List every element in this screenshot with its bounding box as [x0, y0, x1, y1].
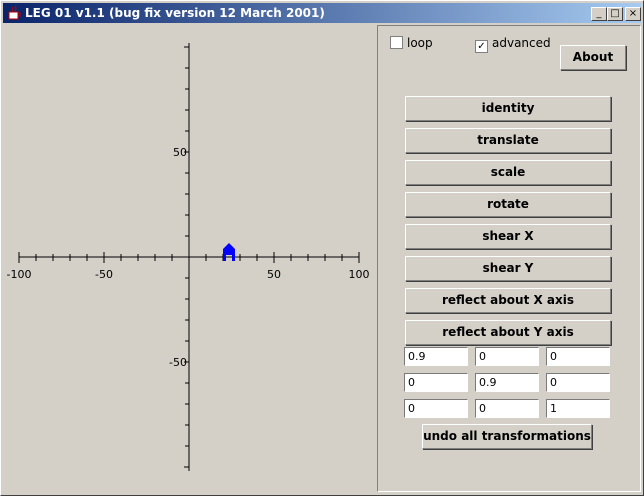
- x-tick-label: -100: [7, 268, 32, 281]
- title-bar[interactable]: LEG 01 v1.1 (bug fix version 12 March 20…: [3, 3, 641, 23]
- undo-all-button[interactable]: undo all transformations: [422, 424, 592, 449]
- maximize-button[interactable]: □: [607, 7, 623, 21]
- identity-button[interactable]: identity: [405, 96, 611, 121]
- advanced-checkbox-box[interactable]: ✓: [475, 40, 488, 53]
- loop-checkbox-box[interactable]: [390, 36, 403, 49]
- x-tick-label: -50: [95, 268, 113, 281]
- shear-x-button[interactable]: shear X: [405, 224, 611, 249]
- java-cup-icon[interactable]: [7, 5, 23, 21]
- minimize-button[interactable]: _: [591, 7, 607, 21]
- advanced-label: advanced: [492, 36, 551, 50]
- matrix-cell-1-2[interactable]: [546, 373, 610, 392]
- x-tick-label: 50: [267, 268, 281, 281]
- matrix-cell-2-0[interactable]: [404, 399, 468, 418]
- window-title: LEG 01 v1.1 (bug fix version 12 March 20…: [25, 6, 325, 20]
- loop-label: loop: [407, 36, 433, 50]
- transformed-shape: [223, 243, 235, 261]
- matrix-cell-0-0[interactable]: [404, 347, 468, 366]
- rotate-button[interactable]: rotate: [405, 192, 611, 217]
- y-tick-label: 50: [173, 146, 187, 159]
- control-panel: loop ✓ advanced About identity translate …: [377, 25, 641, 492]
- reflect-y-axis-button[interactable]: reflect about Y axis: [405, 320, 611, 345]
- transform-plot-canvas[interactable]: -100 -50 50 100 50 -50: [3, 25, 373, 493]
- y-tick-label: -50: [169, 356, 187, 369]
- translate-button[interactable]: translate: [405, 128, 611, 153]
- advanced-checkbox[interactable]: ✓ advanced: [475, 36, 551, 53]
- x-tick-label: 100: [349, 268, 370, 281]
- reflect-x-axis-button[interactable]: reflect about X axis: [405, 288, 611, 313]
- shear-y-button[interactable]: shear Y: [405, 256, 611, 281]
- matrix-cell-0-2[interactable]: [546, 347, 610, 366]
- about-button[interactable]: About: [560, 45, 626, 70]
- loop-checkbox[interactable]: loop: [390, 36, 433, 50]
- matrix-cell-2-1[interactable]: [475, 399, 539, 418]
- matrix-cell-1-0[interactable]: [404, 373, 468, 392]
- matrix-cell-1-1[interactable]: [475, 373, 539, 392]
- matrix-cell-2-2[interactable]: [546, 399, 610, 418]
- matrix-cell-0-1[interactable]: [475, 347, 539, 366]
- close-button[interactable]: ×: [625, 7, 641, 21]
- scale-button[interactable]: scale: [405, 160, 611, 185]
